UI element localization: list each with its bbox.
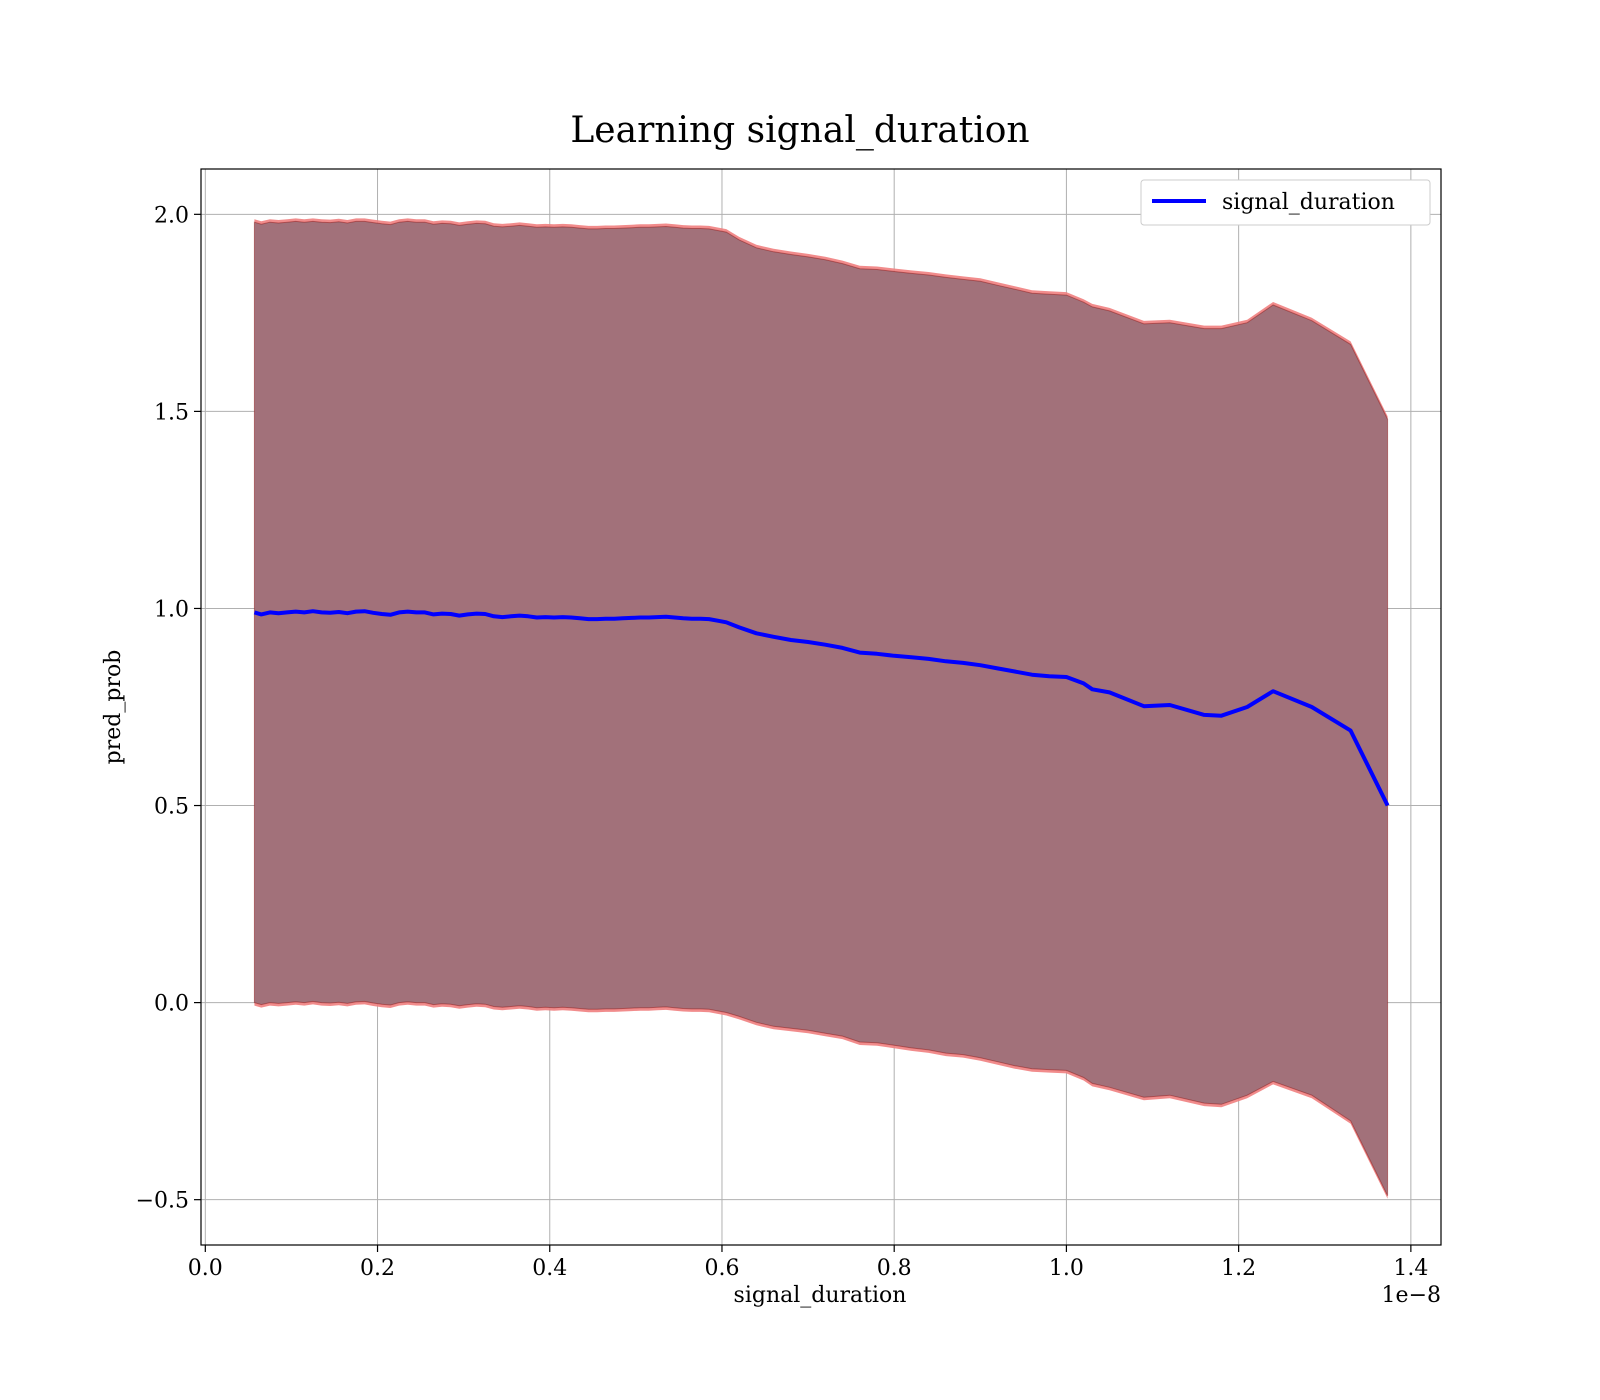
legend-label: signal_duration [1222, 190, 1395, 215]
x-tick-label: 1.0 [1049, 1256, 1084, 1281]
y-axis-label: pred_prob [101, 650, 126, 765]
x-axis-offset-text: 1e−8 [1382, 1283, 1441, 1308]
series-line-signal-duration [253, 609, 1390, 807]
series-lines [253, 609, 1390, 807]
y-tick-label: 1.5 [154, 400, 189, 425]
band-inner [253, 220, 1389, 1196]
x-tick-label: 1.2 [1221, 1256, 1256, 1281]
x-tick-label: 0.2 [360, 1256, 395, 1281]
y-tick-label: −0.5 [136, 1189, 189, 1214]
y-tick-label: 2.0 [154, 203, 189, 228]
x-tick-label: 0.0 [188, 1256, 223, 1281]
x-tick-label: 1.4 [1393, 1256, 1428, 1281]
plot-frame [200, 168, 1442, 1246]
legend: signal_duration [1140, 179, 1431, 226]
x-tick-label: 0.4 [532, 1256, 567, 1281]
y-tick-label: 1.0 [154, 597, 189, 622]
x-tick-label: 0.6 [704, 1256, 739, 1281]
y-axis-ticks: −0.5 0.0 0.5 1.0 1.5 2.0 [136, 203, 201, 1214]
y-tick-label: 0.0 [154, 992, 189, 1017]
y-tick-label: 0.5 [154, 795, 189, 820]
chart-title: Learning signal_duration [570, 110, 1029, 151]
x-tick-label: 0.8 [877, 1256, 912, 1281]
x-axis-label: signal_duration [734, 1283, 907, 1308]
legend-box [1140, 179, 1431, 226]
x-axis-ticks: 0.0 0.2 0.4 0.6 0.8 1.0 1.2 1.4 [188, 1245, 1428, 1281]
confidence-band [253, 218, 1389, 1199]
